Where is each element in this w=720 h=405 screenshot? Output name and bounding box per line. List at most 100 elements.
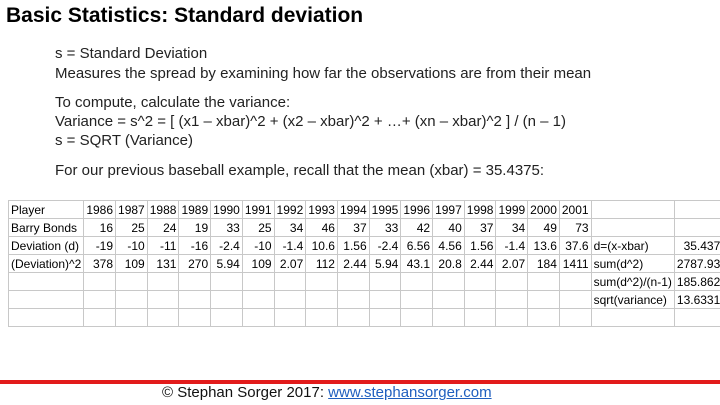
cell: 37.6 (558, 236, 592, 255)
cell (178, 272, 212, 291)
cell: 43.1 (400, 254, 434, 273)
cell: -2.4 (368, 236, 402, 255)
cell: 1.56 (336, 236, 370, 255)
cell: 73 (558, 218, 592, 237)
cell (146, 290, 180, 309)
cell: 185.8625 (673, 272, 720, 291)
cell (210, 272, 243, 291)
text-line: Measures the spread by examining how far… (55, 65, 592, 82)
cell: 10.6 (305, 236, 338, 255)
cell: 6.56 (400, 236, 434, 255)
cell (336, 272, 370, 291)
cell: 378 (83, 254, 117, 273)
cell (673, 308, 720, 327)
cell (305, 290, 338, 309)
footer: © Stephan Sorger 2017: www.stephansorger… (162, 384, 492, 401)
cell: 109 (241, 254, 275, 273)
cell: 1999 (495, 200, 529, 219)
cell (83, 290, 117, 309)
cell: 1993 (305, 200, 338, 219)
cell (368, 290, 402, 309)
cell (400, 272, 434, 291)
cell: 34 (495, 218, 529, 237)
cell: 33 (368, 218, 402, 237)
cell: 2787.933 (673, 254, 720, 273)
cell: 2.44 (336, 254, 370, 273)
cell: 1998 (463, 200, 497, 219)
cell: -11 (146, 236, 180, 255)
slide-title: Basic Statistics: Standard deviation (6, 4, 364, 27)
cell (336, 290, 370, 309)
cell (115, 308, 148, 327)
cell (558, 308, 592, 327)
cell (432, 308, 465, 327)
cell: Barry Bonds (7, 218, 85, 237)
cell (673, 218, 720, 237)
cell: 13.63314 (673, 290, 720, 309)
cell: 24 (146, 218, 180, 237)
cell: sum(d^2) (590, 254, 675, 273)
cell: 1986 (83, 200, 117, 219)
cell: 46 (305, 218, 338, 237)
cell: 2.07 (495, 254, 529, 273)
text-line: For our previous baseball example, recal… (55, 162, 545, 179)
table-row: sqrt(variance)13.63314 (7, 290, 720, 309)
cell: 35.4375 (673, 236, 720, 255)
cell: 2.07 (273, 254, 307, 273)
cell: 112 (305, 254, 338, 273)
text-line: To compute, calculate the variance: (55, 94, 291, 111)
cell: 1995 (368, 200, 402, 219)
cell: 5.94 (368, 254, 402, 273)
footer-text: © Stephan Sorger 2017: (162, 384, 329, 401)
cell: d=(x-xbar) (590, 236, 675, 255)
divider (0, 380, 720, 384)
cell: 13.6 (527, 236, 560, 255)
table-row: Barry Bonds 16 25 24 19 33 25 34 46 37 33 42 40 37 34 4… (7, 218, 720, 237)
cell: 1988 (146, 200, 180, 219)
cell: 1987 (115, 200, 148, 219)
cell (495, 272, 529, 291)
table-row (7, 308, 720, 327)
cell: Player (7, 200, 85, 219)
cell (178, 290, 212, 309)
cell: 34 (273, 218, 307, 237)
spreadsheet-table: Player 1986 1987 1988 1989 1990 1991 1992 1993 19… (7, 200, 720, 327)
cell: 49 (527, 218, 560, 237)
cell (210, 308, 243, 327)
cell: 131 (146, 254, 180, 273)
cell: 19 (178, 218, 212, 237)
cell (273, 290, 307, 309)
cell (495, 290, 529, 309)
cell (241, 290, 275, 309)
cell: sqrt(variance) (590, 290, 675, 309)
cell (178, 308, 212, 327)
cell (558, 290, 592, 309)
table-row: (Deviation)^2 378 109 131 270 5.94 109 2.07 112 2… (7, 254, 720, 273)
cell (527, 290, 560, 309)
cell: -19 (83, 236, 117, 255)
cell: 109 (115, 254, 148, 273)
cell (368, 308, 402, 327)
cell: 42 (400, 218, 434, 237)
cell: 40 (432, 218, 465, 237)
cell (273, 272, 307, 291)
cell: 184 (527, 254, 560, 273)
cell (146, 308, 180, 327)
cell (7, 272, 85, 291)
cell (463, 308, 497, 327)
cell (590, 218, 675, 237)
cell (368, 272, 402, 291)
cell: -10 (115, 236, 148, 255)
table-row: Player 1986 1987 1988 1989 1990 1991 1992 1993 19… (7, 200, 720, 219)
cell: 1996 (400, 200, 434, 219)
cell: 2000 (527, 200, 560, 219)
cell (336, 308, 370, 327)
cell: 25 (115, 218, 148, 237)
cell (673, 200, 720, 219)
cell (590, 308, 675, 327)
cell (7, 308, 85, 327)
cell: -2.4 (210, 236, 243, 255)
cell (115, 272, 148, 291)
footer-link[interactable]: www.stephansorger.com (328, 384, 492, 401)
